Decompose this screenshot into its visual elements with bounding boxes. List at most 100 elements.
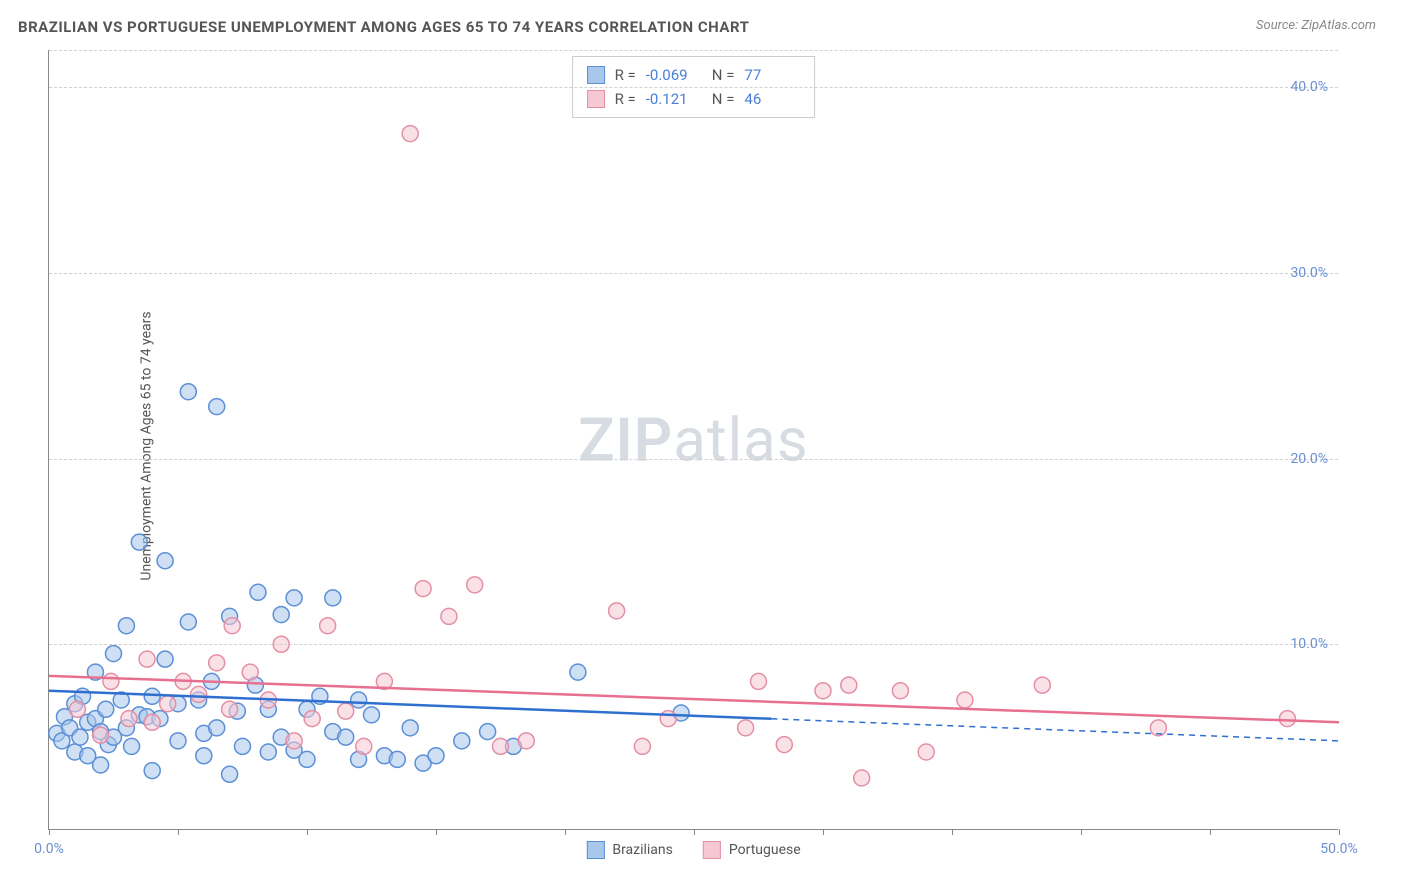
data-point (299, 751, 315, 767)
data-point (106, 646, 122, 662)
data-point (273, 607, 289, 623)
data-point (356, 738, 372, 754)
data-point (338, 729, 354, 745)
data-point (518, 733, 534, 749)
data-point (1279, 711, 1295, 727)
data-point (480, 724, 496, 740)
data-point (139, 651, 155, 667)
data-point (286, 590, 302, 606)
data-point (131, 534, 147, 550)
data-point (467, 577, 483, 593)
x-tick (1210, 829, 1211, 835)
data-point (93, 727, 109, 743)
data-point (157, 651, 173, 667)
data-point (634, 738, 650, 754)
data-point (364, 707, 380, 723)
chart-title: BRAZILIAN VS PORTUGUESE UNEMPLOYMENT AMO… (18, 18, 749, 36)
bottom-legend-label: Portuguese (729, 842, 801, 858)
data-point (191, 686, 207, 702)
data-point (338, 703, 354, 719)
data-point (93, 757, 109, 773)
x-tick-label: 0.0% (34, 841, 64, 857)
data-point (250, 584, 266, 600)
x-tick (1339, 829, 1340, 835)
data-point (222, 701, 238, 717)
data-point (222, 766, 238, 782)
data-point (751, 673, 767, 689)
x-tick (952, 829, 953, 835)
data-point (304, 711, 320, 727)
data-point (320, 618, 336, 634)
data-point (144, 688, 160, 704)
data-point (854, 770, 870, 786)
data-point (242, 664, 258, 680)
data-point (98, 701, 114, 717)
data-point (660, 711, 676, 727)
y-tick-label: 30.0% (1290, 265, 1328, 281)
data-point (454, 733, 470, 749)
gridline (49, 273, 1338, 274)
data-point (957, 692, 973, 708)
data-point (415, 581, 431, 597)
bottom-legend-label: Brazilians (612, 842, 673, 858)
data-point (493, 738, 509, 754)
gridline (49, 644, 1338, 645)
data-point (196, 748, 212, 764)
x-tick-label: 50.0% (1320, 841, 1358, 857)
data-point (389, 751, 405, 767)
data-point (124, 738, 140, 754)
legend-swatch (703, 841, 721, 859)
source-label: Source: ZipAtlas.com (1256, 18, 1376, 33)
y-tick-label: 10.0% (1290, 636, 1328, 652)
data-point (286, 733, 302, 749)
data-point (209, 655, 225, 671)
data-point (892, 683, 908, 699)
data-point (144, 714, 160, 730)
gridline (49, 50, 1338, 51)
data-point (1034, 677, 1050, 693)
data-point (170, 733, 186, 749)
data-point (224, 618, 240, 634)
data-point (325, 590, 341, 606)
x-tick (307, 829, 308, 835)
bottom-legend: Brazilians Portuguese (586, 841, 800, 859)
data-point (260, 744, 276, 760)
data-point (144, 763, 160, 779)
gridline (49, 87, 1338, 88)
x-tick (565, 829, 566, 835)
data-point (72, 729, 88, 745)
y-tick-label: 20.0% (1290, 451, 1328, 467)
data-point (738, 720, 754, 736)
data-point (918, 744, 934, 760)
data-point (121, 711, 137, 727)
x-tick (436, 829, 437, 835)
data-point (209, 720, 225, 736)
x-tick (694, 829, 695, 835)
data-point (776, 737, 792, 753)
data-point (235, 738, 251, 754)
data-point (180, 384, 196, 400)
x-tick (823, 829, 824, 835)
data-point (402, 126, 418, 142)
trend-line-dashed (771, 719, 1339, 741)
y-tick-label: 40.0% (1290, 79, 1328, 95)
x-tick (178, 829, 179, 835)
bottom-legend-item: Portuguese (703, 841, 801, 859)
data-point (609, 603, 625, 619)
bottom-legend-item: Brazilians (586, 841, 673, 859)
data-point (118, 618, 134, 634)
data-point (841, 677, 857, 693)
data-point (815, 683, 831, 699)
data-point (428, 748, 444, 764)
gridline (49, 459, 1338, 460)
data-point (402, 720, 418, 736)
data-point (69, 701, 85, 717)
data-point (103, 673, 119, 689)
data-point (160, 696, 176, 712)
data-point (441, 608, 457, 624)
x-tick (49, 829, 50, 835)
data-point (180, 614, 196, 630)
legend-swatch (586, 841, 604, 859)
data-point (157, 553, 173, 569)
x-tick (1081, 829, 1082, 835)
